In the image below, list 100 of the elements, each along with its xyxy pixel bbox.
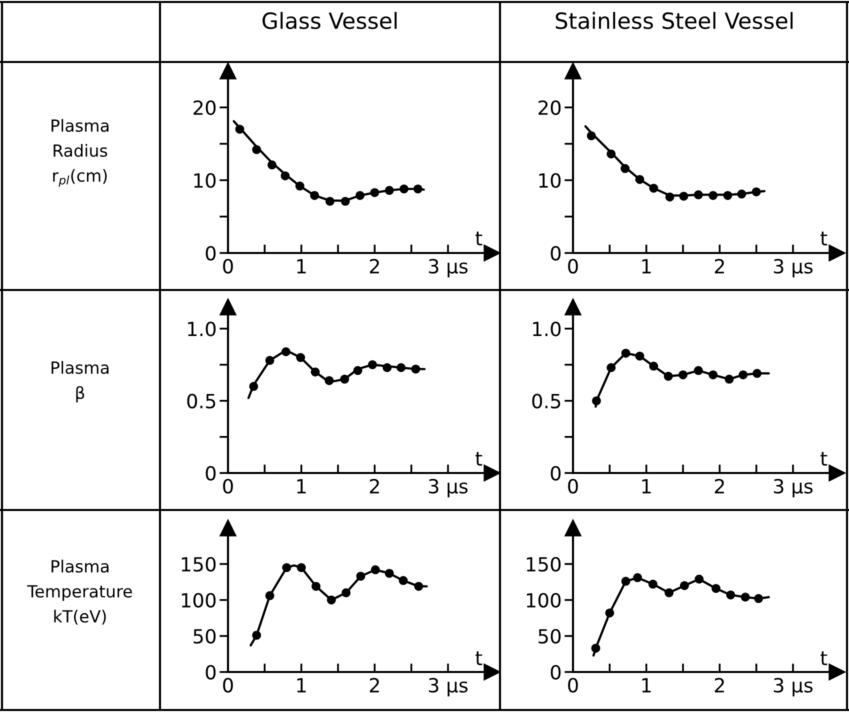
x-tick-label: 1: [297, 678, 306, 692]
x-tick-label: 1: [642, 479, 651, 494]
x-axis-title: t: [820, 232, 828, 246]
y-tick-label: 100: [182, 592, 216, 608]
y-tick-label: 50: [538, 628, 561, 644]
point: [356, 572, 366, 581]
point: [620, 164, 630, 174]
point: [712, 584, 720, 593]
point: [310, 190, 320, 200]
y-tick-label: 150: [182, 556, 216, 572]
point: [649, 362, 658, 371]
point: [296, 353, 306, 362]
x-tick-label: 0: [568, 258, 578, 274]
point: [754, 594, 764, 604]
point: [694, 366, 703, 376]
y-axis-title: Plasma β: [52, 361, 108, 402]
x-tick-label: 1: [297, 479, 306, 494]
point: [694, 574, 704, 584]
point: [665, 192, 674, 202]
point: [679, 192, 688, 201]
point: [723, 190, 732, 200]
y-tick-label: 150: [526, 556, 561, 572]
x-tick-label: 2: [370, 258, 379, 274]
point: [708, 370, 718, 380]
point: [740, 592, 750, 602]
point: [384, 568, 394, 578]
y-tick-label: 20: [538, 100, 561, 116]
point: [265, 356, 274, 365]
y-tick-label: 1.0: [533, 322, 561, 336]
point: [382, 363, 392, 372]
y-tick-label: 50: [194, 628, 216, 644]
y-tick-label: 20: [194, 100, 216, 116]
y-tick-label: 0: [550, 664, 561, 680]
point: [413, 184, 422, 194]
x-tick-label: 3 μs: [774, 678, 813, 696]
point: [752, 187, 761, 196]
y-tick-label: 0.5: [187, 394, 216, 408]
point: [356, 190, 364, 200]
point: [280, 171, 290, 180]
y-axis-title: Plasma Radius r$_{pl}$(cm): [52, 118, 108, 187]
point: [268, 160, 276, 170]
point: [400, 184, 408, 194]
x-axis-title: t: [476, 651, 482, 666]
point: [296, 563, 306, 572]
point: [324, 376, 334, 386]
point: [635, 352, 644, 361]
point: [724, 374, 734, 384]
x-tick-label: 2: [370, 678, 379, 692]
point: [398, 576, 408, 586]
point: [396, 363, 406, 372]
y-tick-label: 1.0: [188, 322, 216, 336]
point: [312, 582, 320, 591]
point: [282, 563, 292, 572]
point: [680, 581, 689, 590]
point: [370, 188, 380, 198]
point: [252, 145, 262, 154]
chart-title: Glass Vessel: [262, 12, 397, 30]
point: [310, 367, 320, 376]
point: [368, 360, 377, 370]
point: [252, 630, 262, 640]
point: [605, 608, 614, 618]
point: [295, 182, 304, 191]
y-tick-label: 0: [550, 246, 561, 261]
point: [265, 591, 274, 600]
x-axis-title: t: [476, 232, 482, 246]
x-tick-label: 0: [568, 478, 578, 494]
y-tick-label: 0: [550, 466, 561, 481]
point: [281, 347, 290, 356]
point: [635, 174, 644, 184]
point: [326, 596, 336, 604]
x-tick-label: 3 μs: [428, 258, 468, 278]
point: [411, 364, 420, 374]
x-tick-label: 1: [297, 259, 306, 274]
y-tick-label: 0: [206, 664, 216, 680]
x-tick-label: 3 μs: [428, 678, 468, 696]
y-tick-label: 0.5: [532, 394, 560, 408]
x-tick-label: 0: [223, 678, 233, 693]
line-series: [250, 563, 428, 646]
x-tick-label: 2: [714, 478, 724, 494]
point: [342, 588, 351, 598]
y-tick-label: 10: [539, 173, 561, 188]
y-tick-label: 0: [206, 246, 216, 261]
x-tick-label: 0: [223, 478, 233, 494]
point: [664, 372, 673, 381]
point: [384, 186, 394, 195]
point: [708, 190, 718, 200]
point: [606, 149, 616, 158]
point: [678, 370, 688, 380]
point: [353, 366, 362, 376]
point: [586, 131, 596, 140]
point: [340, 196, 350, 206]
x-axis-title: t: [820, 452, 828, 466]
y-tick-label: 100: [526, 592, 561, 608]
x-tick-label: 3 μs: [428, 478, 468, 498]
y-tick-label: 10: [194, 173, 216, 188]
chart-title: Stainless Steel Vessel: [556, 12, 793, 30]
point: [370, 565, 380, 574]
point: [737, 190, 746, 199]
x-tick-label: 3 μs: [774, 478, 813, 498]
point: [648, 580, 658, 589]
